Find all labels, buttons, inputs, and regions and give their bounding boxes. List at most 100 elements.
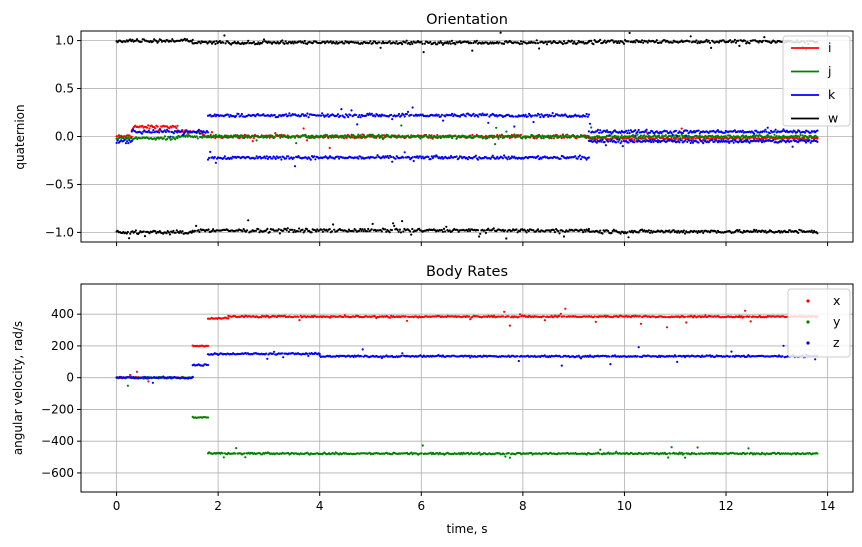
data-point-j xyxy=(447,136,450,139)
data-point-w xyxy=(361,228,364,231)
data-point-k xyxy=(477,115,480,118)
data-point-w xyxy=(404,41,407,44)
data-point-k xyxy=(619,131,622,134)
data-point-j xyxy=(246,136,249,139)
data-point-k xyxy=(559,157,562,160)
data-point-w xyxy=(154,230,157,233)
data-point-k xyxy=(197,128,200,131)
data-point-w xyxy=(763,36,766,39)
data-point-w xyxy=(291,228,294,231)
data-point-k xyxy=(538,113,541,116)
data-point-w xyxy=(142,230,145,233)
data-point-k xyxy=(772,138,775,142)
data-point-y xyxy=(669,452,672,455)
data-point-k xyxy=(512,115,515,118)
data-point-j xyxy=(231,136,234,139)
data-point-j xyxy=(816,136,819,139)
data-point-w xyxy=(576,41,579,45)
data-point-k xyxy=(587,113,591,116)
series-y xyxy=(115,375,819,459)
data-point-k xyxy=(451,112,454,115)
data-point-y xyxy=(746,452,749,455)
data-point-k xyxy=(614,141,618,144)
data-point-k xyxy=(627,129,630,132)
data-point-y xyxy=(508,456,511,459)
data-point-j xyxy=(515,135,518,138)
data-point-w xyxy=(423,42,426,45)
data-point-k xyxy=(550,114,553,117)
data-point-w xyxy=(573,40,576,43)
data-point-i xyxy=(496,134,499,137)
data-point-k xyxy=(686,140,689,143)
data-point-i xyxy=(471,133,474,137)
data-point-w xyxy=(333,228,336,231)
data-point-w xyxy=(247,39,250,43)
data-point-j xyxy=(773,133,776,136)
series-x xyxy=(115,307,819,383)
data-point-j xyxy=(491,136,494,139)
data-point-j xyxy=(255,139,258,142)
data-point-k xyxy=(230,157,233,160)
data-point-k xyxy=(340,108,343,111)
data-point-w xyxy=(281,39,284,42)
data-point-j xyxy=(617,135,620,138)
data-point-k xyxy=(584,115,587,118)
data-point-w xyxy=(449,42,452,45)
data-point-k xyxy=(357,115,360,119)
orientation-y-axis-label: quaternion xyxy=(13,104,27,169)
data-point-w xyxy=(320,228,323,231)
data-point-w xyxy=(571,42,575,45)
data-point-w xyxy=(165,232,168,235)
data-point-k xyxy=(507,155,510,158)
data-point-k xyxy=(254,157,257,160)
data-point-w xyxy=(471,49,474,52)
data-point-j xyxy=(560,136,563,139)
data-point-j xyxy=(351,134,354,137)
data-point-y xyxy=(222,456,225,459)
data-point-w xyxy=(440,41,443,45)
data-point-k xyxy=(410,113,413,116)
data-point-k xyxy=(474,154,477,157)
data-point-k xyxy=(279,156,282,159)
data-point-w xyxy=(515,228,518,231)
data-point-w xyxy=(343,42,346,45)
data-point-w xyxy=(519,40,523,43)
data-point-k xyxy=(184,131,187,134)
data-point-x xyxy=(206,344,210,347)
data-point-w xyxy=(454,43,457,46)
data-point-j xyxy=(296,134,299,137)
data-point-w xyxy=(684,232,687,235)
data-point-j xyxy=(619,136,622,139)
data-point-k xyxy=(600,140,603,143)
data-point-k xyxy=(440,113,444,116)
data-point-j xyxy=(342,136,345,140)
data-point-k xyxy=(400,114,403,117)
data-point-j xyxy=(588,136,592,139)
data-point-j xyxy=(335,134,338,137)
data-point-x xyxy=(129,373,132,377)
data-point-k xyxy=(172,132,175,135)
data-point-k xyxy=(442,119,445,122)
data-point-w xyxy=(283,42,286,46)
data-point-w xyxy=(478,235,481,238)
data-point-w xyxy=(371,222,374,225)
data-point-w xyxy=(650,229,653,232)
data-point-w xyxy=(126,230,129,234)
data-point-k xyxy=(321,112,324,115)
data-point-k xyxy=(313,155,316,158)
data-point-x xyxy=(749,320,752,323)
data-point-j xyxy=(451,136,454,140)
data-point-w xyxy=(590,39,593,43)
data-point-j xyxy=(556,134,559,137)
data-point-j xyxy=(592,137,595,140)
data-point-i xyxy=(141,124,144,127)
data-point-k xyxy=(506,158,509,161)
data-point-k xyxy=(127,142,130,145)
data-point-j xyxy=(495,126,498,129)
data-point-k xyxy=(375,156,378,159)
data-point-x xyxy=(664,316,668,319)
data-point-k xyxy=(130,139,133,143)
data-point-j xyxy=(196,137,199,140)
data-point-w xyxy=(292,231,295,234)
data-point-y xyxy=(206,416,210,419)
